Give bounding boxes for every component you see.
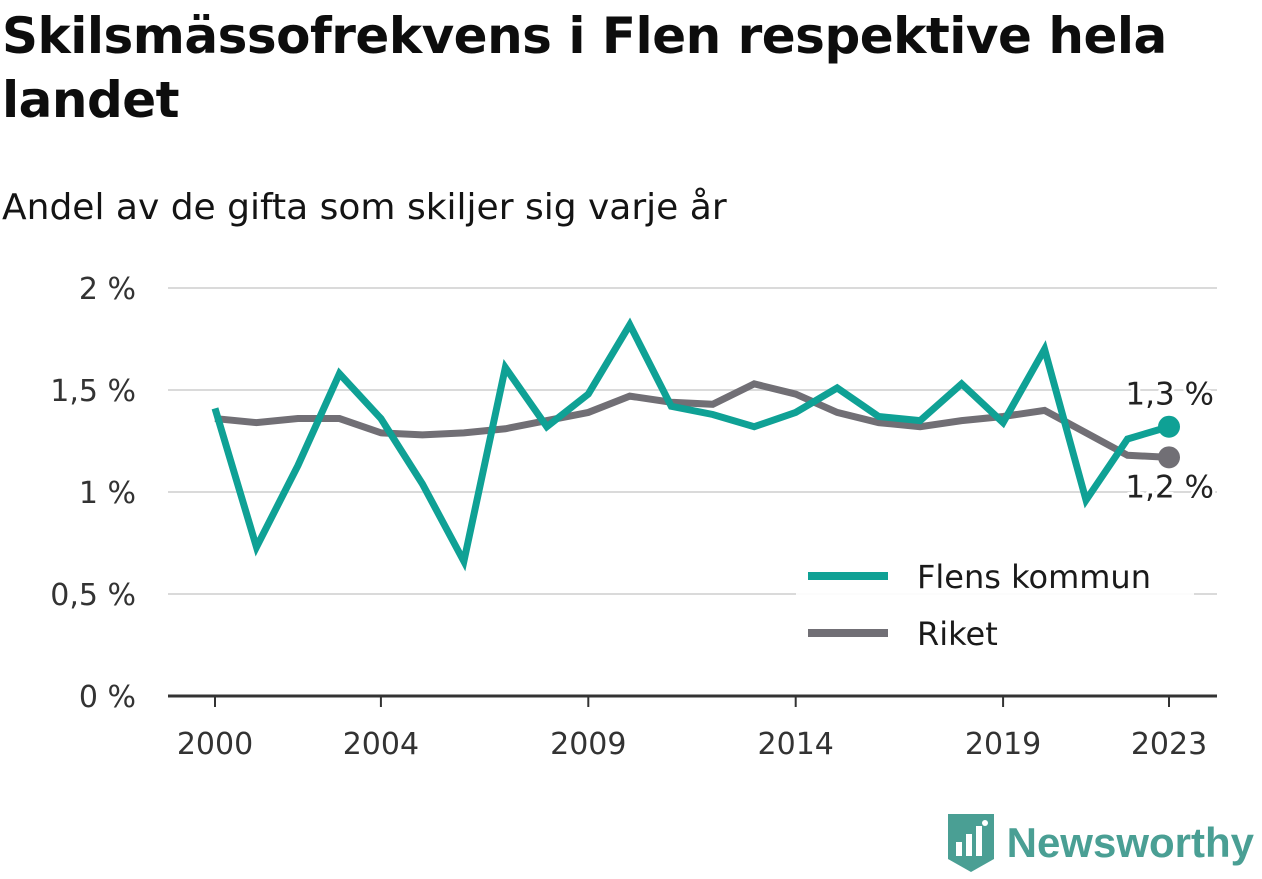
series-line-flens-kommun	[211, 317, 1170, 572]
end-markers: 1,3 % 1,2 %	[1122, 374, 1217, 509]
series-lines	[211, 317, 1170, 572]
x-tick-label: 2023	[1131, 727, 1207, 762]
legend: Flens kommun Riket	[796, 548, 1194, 664]
y-tick-label: 2 %	[79, 272, 136, 307]
legend-label: Riket	[917, 615, 998, 653]
legend-background	[796, 548, 1194, 664]
y-axis: 0 % 0,5 % 1 % 1,5 % 2 %	[50, 272, 136, 715]
x-tick-label: 2004	[343, 727, 419, 762]
legend-label: Flens kommun	[917, 558, 1151, 596]
newsworthy-logo: Newsworthy	[945, 811, 1254, 875]
end-label: 1,3 %	[1125, 377, 1214, 413]
y-tick-label: 0 %	[79, 680, 136, 715]
chart-title: Skilsmässofrekvens i Flen respektive hel…	[2, 7, 1167, 129]
chart-subtitle: Andel av de gifta som skiljer sig varje …	[2, 187, 727, 228]
x-axis: 2000 2004 2009 2014 2019 2023	[168, 694, 1217, 762]
x-tick-label: 2009	[550, 727, 626, 762]
brand-name: Newsworthy	[1006, 819, 1254, 866]
y-tick-label: 1 %	[79, 476, 136, 511]
bar-chart-badge-icon	[947, 814, 994, 872]
y-tick-label: 1,5 %	[50, 374, 136, 409]
y-tick-label: 0,5 %	[50, 578, 136, 613]
end-marker	[1158, 446, 1180, 469]
end-label: 1,2 %	[1125, 469, 1214, 505]
x-tick-label: 2014	[758, 727, 834, 762]
x-tick-label: 2019	[965, 727, 1041, 762]
end-marker	[1158, 415, 1180, 438]
x-tick-label: 2000	[177, 727, 253, 762]
